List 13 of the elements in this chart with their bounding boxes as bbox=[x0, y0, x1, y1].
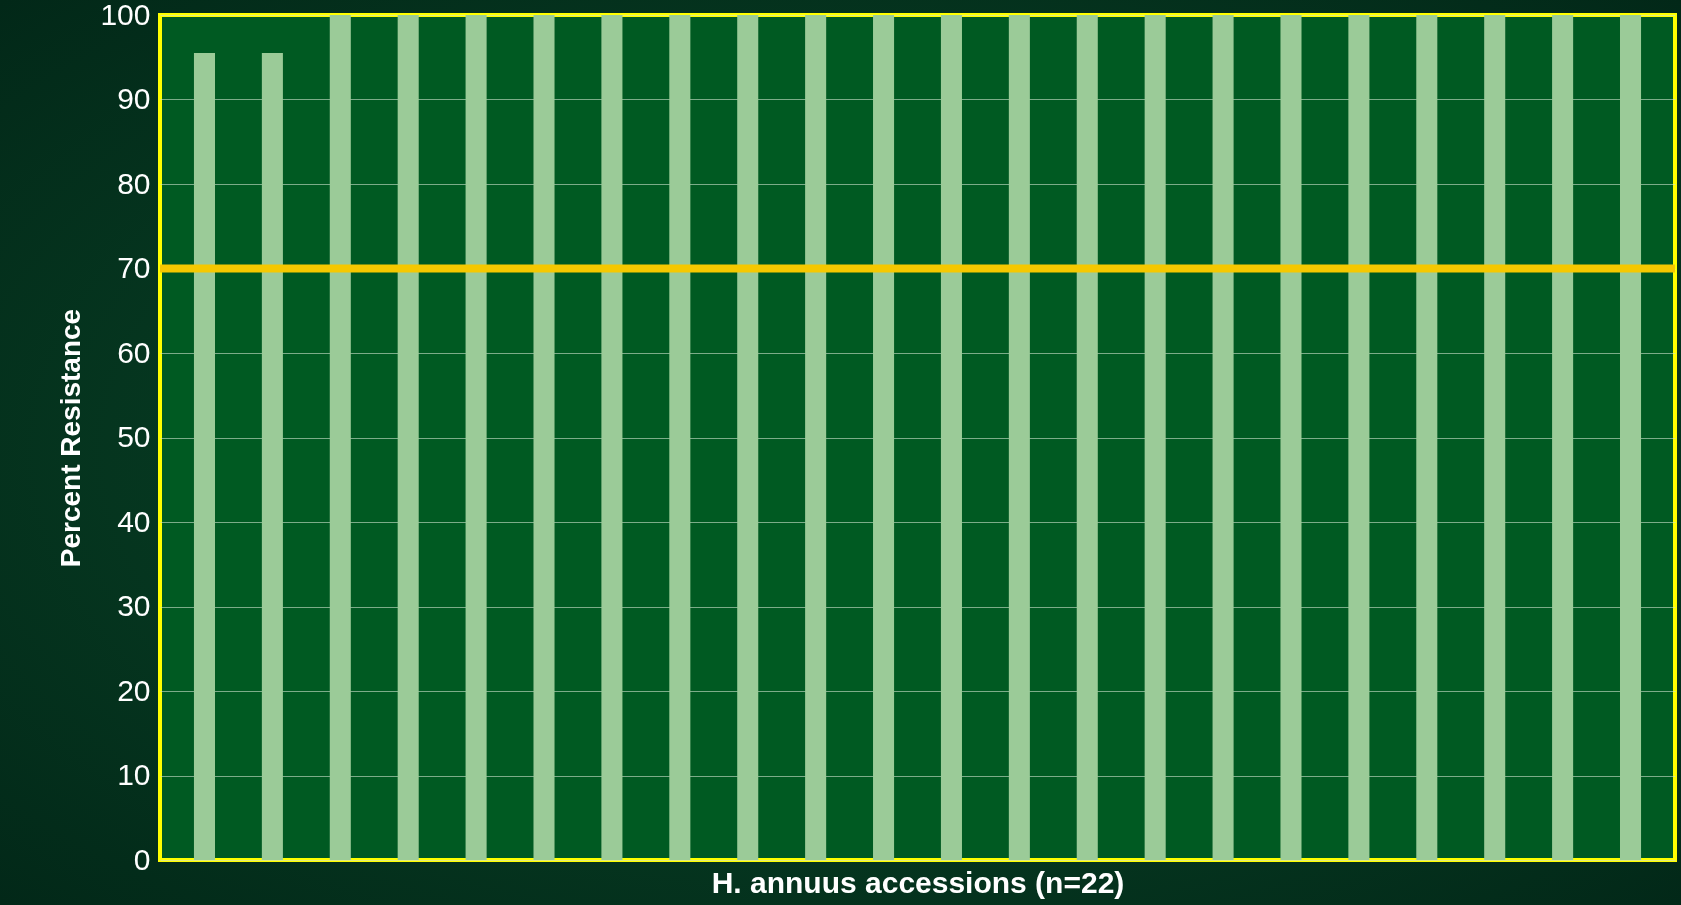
y-tick-label: 0 bbox=[133, 842, 151, 876]
y-tick-label: 60 bbox=[117, 335, 151, 369]
y-tick-label: 90 bbox=[117, 82, 151, 115]
y-tick-label: 40 bbox=[117, 504, 151, 538]
y-tick-label: 30 bbox=[117, 589, 151, 622]
y-tick-label: 10 bbox=[117, 758, 151, 791]
y-tick-label: 20 bbox=[117, 673, 151, 707]
y-tick-label: 70 bbox=[117, 251, 151, 284]
y-tick-label: 50 bbox=[117, 420, 151, 453]
x-axis-title: H. annuus accessions (n=22) bbox=[711, 865, 1125, 899]
y-tick-label: 80 bbox=[117, 166, 151, 200]
y-tick-label: 100 bbox=[100, 0, 151, 31]
y-axis-title: Percent Resistance bbox=[55, 308, 87, 568]
